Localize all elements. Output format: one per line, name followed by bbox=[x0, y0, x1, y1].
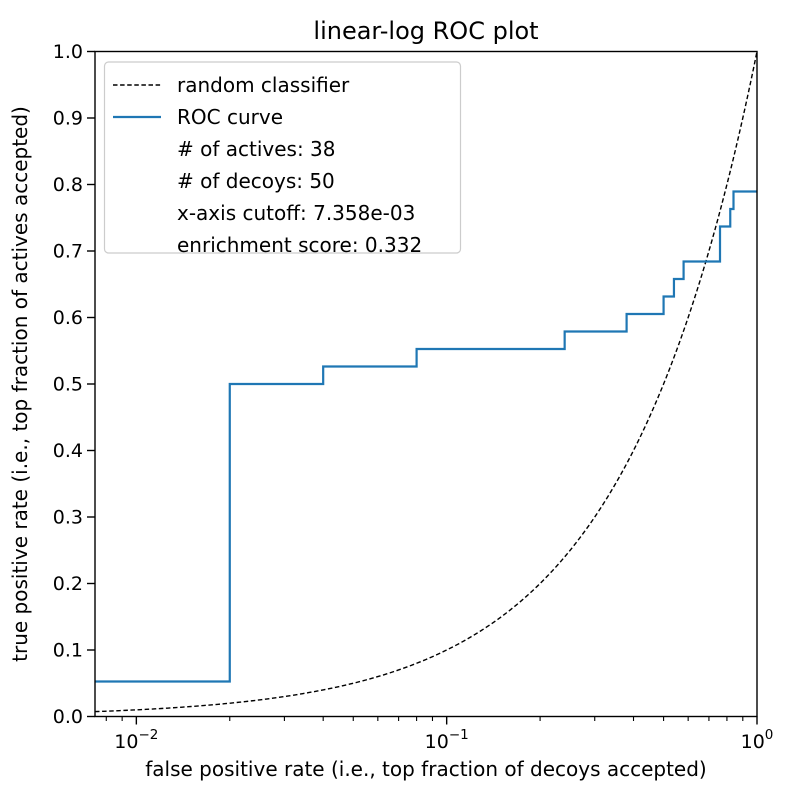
random-classifier-line bbox=[94, 51, 758, 713]
ticks-layer: 0.0 0.1 0.2 0.3 0.4 0.5 0.6 0.7 0.8 0.9 1.0 10−2 10−… bbox=[53, 41, 774, 753]
y-tick-label: 0.2 bbox=[53, 573, 83, 595]
y-tick-label: 0.3 bbox=[53, 507, 83, 529]
y-tick-label: 0.4 bbox=[53, 440, 83, 462]
legend-item-label: ROC curve bbox=[177, 105, 283, 129]
legend-item-label: random classifier bbox=[177, 73, 350, 97]
x-tick-label: 10−2 bbox=[114, 727, 158, 753]
y-tick-label: 0.0 bbox=[53, 706, 83, 728]
x-tick-label: 10−1 bbox=[425, 727, 469, 753]
y-tick-label: 0.6 bbox=[53, 307, 83, 329]
legend-item-label: # of decoys: 50 bbox=[177, 169, 335, 193]
legend: random classifier ROC curve # of actives: … bbox=[103, 61, 462, 257]
legend-box bbox=[103, 61, 462, 254]
y-tick-label: 0.5 bbox=[53, 374, 83, 396]
y-axis-label: true positive rate (i.e., top fraction o… bbox=[8, 106, 32, 662]
legend-item-label: enrichment score: 0.332 bbox=[177, 233, 422, 257]
y-tick-label: 0.1 bbox=[53, 640, 83, 662]
roc-curve-line bbox=[95, 190, 757, 683]
y-tick-label: 0.8 bbox=[53, 174, 83, 196]
legend-item-label: x-axis cutoff: 7.358e-03 bbox=[177, 201, 415, 225]
x-tick-label: 100 bbox=[741, 727, 774, 753]
curves-layer bbox=[94, 51, 758, 713]
legend-item-label: # of actives: 38 bbox=[177, 137, 336, 161]
y-tick-label: 0.9 bbox=[53, 108, 83, 130]
plot-title: linear-log ROC plot bbox=[313, 17, 538, 45]
y-tick-label: 1.0 bbox=[53, 41, 83, 63]
y-tick-label: 0.7 bbox=[53, 241, 83, 263]
x-axis-label: false positive rate (i.e., top fraction … bbox=[145, 757, 707, 781]
